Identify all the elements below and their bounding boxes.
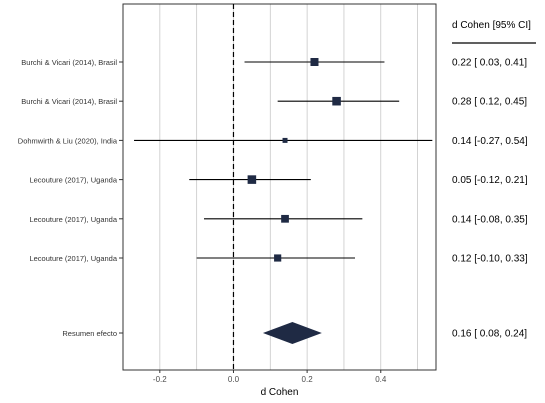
grid-lines [122,4,418,370]
study-row: Lecouture (2017), Uganda 0.12 [-0.10, 0.3… [29,254,527,265]
study-label: Lecouture (2017), Uganda [29,176,117,185]
summary-diamond [262,322,322,344]
study-label: Lecouture (2017), Uganda [29,215,117,224]
plot-panel-border [122,3,437,371]
study-label: Lecouture (2017), Uganda [29,254,117,263]
study-label: Burchi & Vicari (2014), Brasil [21,97,117,106]
effect-marker [247,175,257,184]
ci-value: 0.28 [ 0.12, 0.45] [452,97,527,108]
x-tick-label: 0.4 [375,375,387,384]
study-row: Burchi & Vicari (2014), Brasil 0.22 [ 0.0… [21,58,527,69]
effect-marker [332,96,341,106]
x-tick-label: -0.2 [153,375,167,384]
x-axis-ticks: -0.2 0.0 0.2 0.4 [153,370,387,384]
ci-value: 0.12 [-0.10, 0.33] [452,254,528,265]
study-row: Dohmwirth & Liu (2020), India 0.14 [-0.27… [18,136,528,147]
effect-marker [281,214,289,223]
summary-label: Resumen efecto [62,329,117,338]
ci-column-header: d Cohen [95% CI] [452,20,531,31]
study-label: Burchi & Vicari (2014), Brasil [21,58,117,67]
ci-value: 0.22 [ 0.03, 0.41] [452,58,527,69]
study-row: Burchi & Vicari (2014), Brasil 0.28 [ 0.1… [21,97,527,108]
x-tick-label: 0.2 [302,375,314,384]
summary-row: Resumen efecto 0.16 [ 0.08, 0.24] [62,322,527,344]
x-axis-title: d Cohen [261,387,299,398]
effect-marker [282,137,288,143]
ci-value: 0.14 [-0.08, 0.35] [452,214,528,225]
study-label: Dohmwirth & Liu (2020), India [18,136,118,145]
x-tick-label: 0.0 [228,375,240,384]
study-row: Lecouture (2017), Uganda 0.05 [-0.12, 0.2… [29,175,527,186]
study-rows: Burchi & Vicari (2014), Brasil 0.22 [ 0.0… [18,58,528,265]
study-row: Lecouture (2017), Uganda 0.14 [-0.08, 0.3… [29,214,527,225]
effect-marker [310,58,319,66]
effect-marker [274,254,282,262]
ci-value: 0.05 [-0.12, 0.21] [452,175,528,186]
summary-ci-value: 0.16 [ 0.08, 0.24] [452,329,527,340]
ci-value: 0.14 [-0.27, 0.54] [452,136,528,147]
